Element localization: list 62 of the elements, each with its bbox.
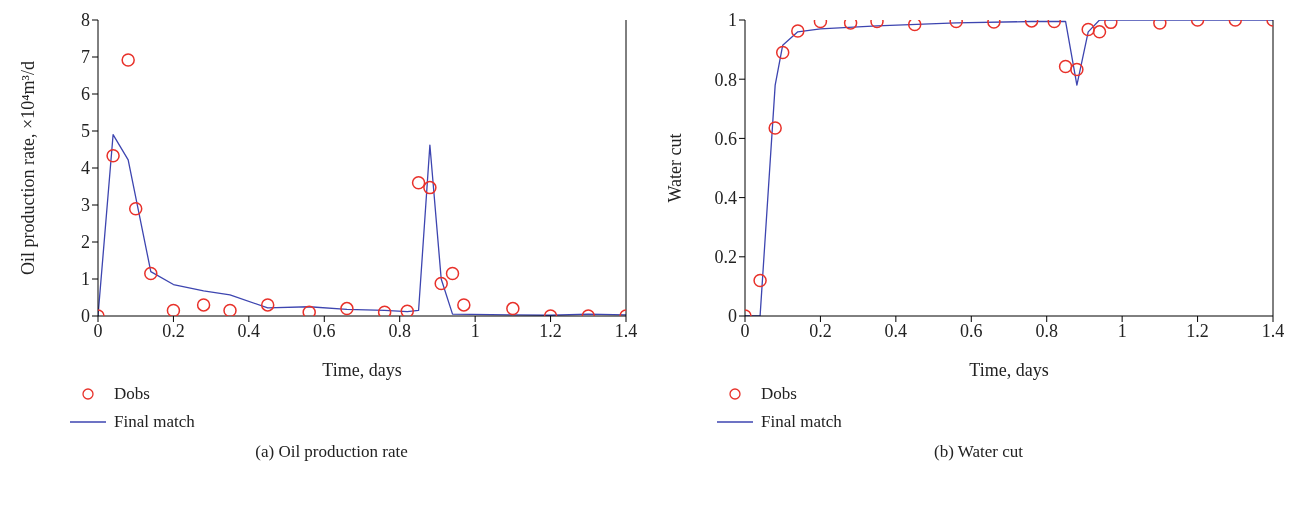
y-tick-label: 4 xyxy=(81,158,90,179)
point xyxy=(506,301,520,316)
y-tick-label: 3 xyxy=(81,195,90,216)
legend-label: Final match xyxy=(114,412,195,432)
y-tick-label: 0 xyxy=(728,306,737,327)
y-tick-label: 2 xyxy=(81,232,90,253)
point xyxy=(302,305,316,316)
point xyxy=(166,303,181,316)
point xyxy=(457,298,471,312)
x-tick-label: 1.4 xyxy=(1261,320,1285,341)
point xyxy=(768,121,782,135)
x-tick-label: 0.4 xyxy=(237,320,261,341)
point xyxy=(260,298,275,312)
point xyxy=(1058,59,1073,74)
x-tick-label: 1 xyxy=(470,320,480,341)
point xyxy=(128,201,143,216)
y-tick-label: 7 xyxy=(81,47,90,68)
point xyxy=(106,149,120,163)
x-tick-label: 0.8 xyxy=(388,320,411,341)
point xyxy=(775,45,790,60)
x-tick-label: 0.2 xyxy=(809,320,832,341)
legend-label: Dobs xyxy=(114,384,150,404)
x-tick-label: 1 xyxy=(1117,320,1127,341)
y-axis-title: Oil production rate, ×10⁴m³/d xyxy=(18,61,39,275)
point xyxy=(121,53,135,67)
point xyxy=(411,176,426,190)
x-tick-label: 1.4 xyxy=(614,320,638,341)
text: (a) Oil production rate xyxy=(254,442,409,462)
y-tick-label: 1 xyxy=(81,269,90,290)
x-tick-label: 1.2 xyxy=(539,320,562,341)
x-tick-label: 0.8 xyxy=(1035,320,1058,341)
point xyxy=(144,266,158,281)
y-tick-label: 6 xyxy=(81,84,90,105)
x-tick-label: 0.6 xyxy=(313,320,336,341)
x-axis-title: Time, days xyxy=(322,360,402,380)
y-tick-label: 0.8 xyxy=(714,69,737,90)
y-tick-label: 8 xyxy=(81,10,90,31)
x-axis-title: Time, days xyxy=(969,360,1049,380)
y-tick-label: 1 xyxy=(728,10,737,31)
x-tick-label: 1.2 xyxy=(1186,320,1209,341)
x-tick-label: 0.2 xyxy=(162,320,185,341)
x-tick-label: 0.6 xyxy=(960,320,983,341)
legend-label: Final match xyxy=(761,412,842,432)
point xyxy=(223,303,237,316)
y-axis-title: Water cut xyxy=(665,133,686,203)
point xyxy=(377,305,392,316)
point xyxy=(907,20,922,32)
y-tick-label: 0.6 xyxy=(714,128,737,149)
x-tick-label: 0.4 xyxy=(884,320,908,341)
y-tick-label: 0.2 xyxy=(714,247,737,268)
point xyxy=(445,266,460,281)
legend-label: Dobs xyxy=(761,384,797,404)
y-tick-label: 0.4 xyxy=(714,187,737,208)
point xyxy=(196,298,211,312)
y-tick-label: 0 xyxy=(81,306,90,327)
point xyxy=(1070,62,1084,77)
point xyxy=(340,301,354,316)
y-tick-label: 5 xyxy=(81,121,90,142)
point xyxy=(434,276,448,291)
point xyxy=(423,180,437,195)
point xyxy=(400,304,415,316)
text: (b) Water cut xyxy=(933,442,1024,462)
